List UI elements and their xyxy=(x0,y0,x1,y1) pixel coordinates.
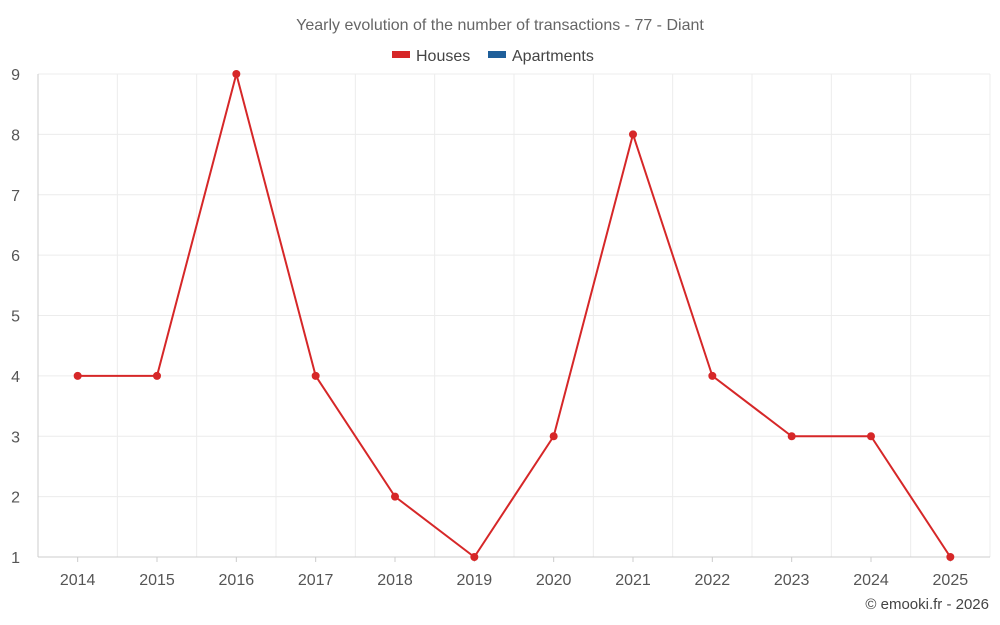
data-point[interactable] xyxy=(73,371,82,380)
legend-label-houses: Houses xyxy=(416,48,470,65)
y-tick-label: 7 xyxy=(11,188,20,205)
legend-swatch-houses xyxy=(392,51,410,58)
grid xyxy=(37,73,991,558)
x-tick-label: 2022 xyxy=(695,572,731,589)
data-point[interactable] xyxy=(153,371,161,380)
series-line-houses xyxy=(77,73,952,558)
legend-swatch-apartments xyxy=(488,51,506,58)
credit-text: © emooki.fr - 2026 xyxy=(865,596,989,613)
data-point[interactable] xyxy=(311,371,320,380)
data-point[interactable] xyxy=(391,492,399,501)
data-point[interactable] xyxy=(232,70,241,78)
y-tick-label: 5 xyxy=(11,309,20,326)
x-tick-label: 2016 xyxy=(219,572,255,589)
y-tick-label: 3 xyxy=(11,429,20,446)
x-tick-label: 2015 xyxy=(139,572,175,589)
data-point[interactable] xyxy=(867,432,875,441)
chart-title: Yearly evolution of the number of transa… xyxy=(296,17,704,34)
x-tick-label: 2023 xyxy=(774,572,810,589)
legend-label-apartments: Apartments xyxy=(512,48,594,65)
data-point[interactable] xyxy=(787,432,796,441)
legend-item-apartments[interactable]: Apartments xyxy=(488,48,594,65)
x-tick-label: 2019 xyxy=(457,572,493,589)
legend-item-houses[interactable]: Houses xyxy=(392,48,470,65)
y-tick-label: 6 xyxy=(11,248,20,265)
x-tick-label: 2021 xyxy=(615,572,651,589)
data-point[interactable] xyxy=(946,553,955,561)
y-tick-label: 4 xyxy=(11,369,20,386)
x-tick-label: 2018 xyxy=(377,572,413,589)
data-point[interactable] xyxy=(708,371,717,380)
data-point[interactable] xyxy=(629,130,637,139)
legend: Houses Apartments xyxy=(392,48,594,65)
x-tick-label: 2025 xyxy=(933,572,969,589)
x-tick-label: 2017 xyxy=(298,572,334,589)
x-tick-label: 2014 xyxy=(60,572,96,589)
x-tick-label: 2024 xyxy=(853,572,889,589)
axes: 1 2 3 4 5 6 7 8 9 2014 2015 2016 2017 2018 2019 2020 202… xyxy=(11,67,990,589)
y-tick-label: 1 xyxy=(11,550,20,567)
y-tick-label: 8 xyxy=(11,127,20,144)
y-tick-label: 9 xyxy=(11,67,20,84)
data-point[interactable] xyxy=(470,553,479,561)
data-point[interactable] xyxy=(549,432,558,441)
x-tick-label: 2020 xyxy=(536,572,572,589)
series-houses xyxy=(73,70,955,561)
y-tick-label: 2 xyxy=(11,490,20,507)
